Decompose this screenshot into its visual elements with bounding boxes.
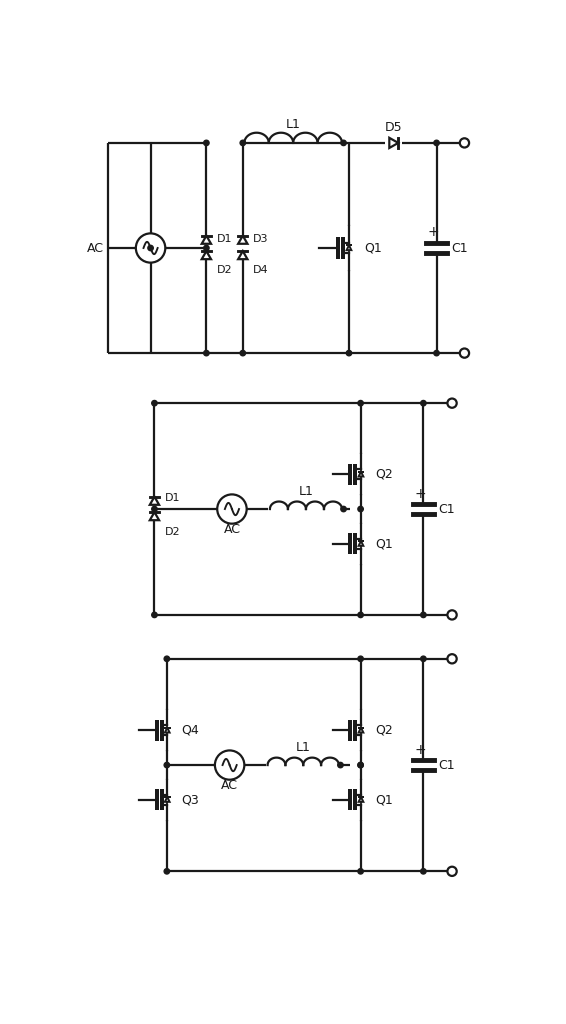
Text: AC: AC xyxy=(87,242,104,255)
Circle shape xyxy=(240,140,246,145)
Text: Q4: Q4 xyxy=(182,724,199,737)
Text: L1: L1 xyxy=(298,484,314,498)
Circle shape xyxy=(341,506,346,512)
Circle shape xyxy=(152,506,157,512)
Text: L1: L1 xyxy=(296,740,311,754)
Text: D2: D2 xyxy=(165,527,181,538)
Text: D5: D5 xyxy=(384,121,402,134)
Polygon shape xyxy=(346,246,351,250)
Text: +: + xyxy=(414,742,426,757)
Circle shape xyxy=(447,610,457,620)
Circle shape xyxy=(421,400,426,406)
Polygon shape xyxy=(165,797,170,802)
Polygon shape xyxy=(165,728,170,732)
Text: Q2: Q2 xyxy=(375,724,393,737)
Text: C1: C1 xyxy=(438,759,454,771)
Circle shape xyxy=(358,656,363,662)
Circle shape xyxy=(358,762,363,768)
Polygon shape xyxy=(359,541,363,546)
Circle shape xyxy=(164,762,170,768)
Text: Q1: Q1 xyxy=(375,794,393,806)
Text: D2: D2 xyxy=(216,264,232,274)
Circle shape xyxy=(460,138,469,147)
Text: L1: L1 xyxy=(286,118,301,131)
Circle shape xyxy=(434,350,439,355)
Circle shape xyxy=(421,656,426,662)
Text: Q2: Q2 xyxy=(375,468,393,481)
Circle shape xyxy=(346,350,351,355)
Circle shape xyxy=(152,612,157,617)
Circle shape xyxy=(215,751,245,779)
Circle shape xyxy=(341,140,346,145)
Circle shape xyxy=(358,400,363,406)
Circle shape xyxy=(421,612,426,617)
Polygon shape xyxy=(150,497,159,505)
Polygon shape xyxy=(389,138,398,148)
Polygon shape xyxy=(359,472,363,476)
Circle shape xyxy=(164,868,170,874)
Text: C1: C1 xyxy=(438,503,454,515)
Text: D4: D4 xyxy=(253,264,268,274)
Text: C1: C1 xyxy=(451,242,468,255)
Circle shape xyxy=(358,762,363,768)
Circle shape xyxy=(204,246,209,251)
Circle shape xyxy=(460,348,469,357)
Circle shape xyxy=(204,350,209,355)
Circle shape xyxy=(358,612,363,617)
Circle shape xyxy=(217,495,247,523)
Text: Q3: Q3 xyxy=(182,794,199,806)
Text: +: + xyxy=(428,225,439,239)
Text: D1: D1 xyxy=(216,233,232,244)
Circle shape xyxy=(148,246,153,251)
Polygon shape xyxy=(359,728,363,732)
Circle shape xyxy=(204,140,209,145)
Text: D3: D3 xyxy=(253,233,268,244)
Circle shape xyxy=(240,350,246,355)
Circle shape xyxy=(338,762,343,768)
Text: D1: D1 xyxy=(165,494,181,503)
Text: Q1: Q1 xyxy=(375,538,393,550)
Circle shape xyxy=(152,400,157,406)
Polygon shape xyxy=(238,236,247,244)
Text: +: + xyxy=(414,486,426,501)
Circle shape xyxy=(447,654,457,664)
Circle shape xyxy=(136,233,165,262)
Circle shape xyxy=(447,866,457,876)
Polygon shape xyxy=(201,251,211,259)
Polygon shape xyxy=(238,251,247,259)
Polygon shape xyxy=(359,797,363,802)
Text: Q1: Q1 xyxy=(365,242,382,255)
Text: AC: AC xyxy=(221,779,238,793)
Circle shape xyxy=(358,506,363,512)
Circle shape xyxy=(164,656,170,662)
Circle shape xyxy=(447,398,457,408)
Circle shape xyxy=(421,868,426,874)
Circle shape xyxy=(358,868,363,874)
Text: AC: AC xyxy=(224,523,241,537)
Polygon shape xyxy=(201,236,211,244)
Polygon shape xyxy=(150,512,159,520)
Circle shape xyxy=(434,140,439,145)
